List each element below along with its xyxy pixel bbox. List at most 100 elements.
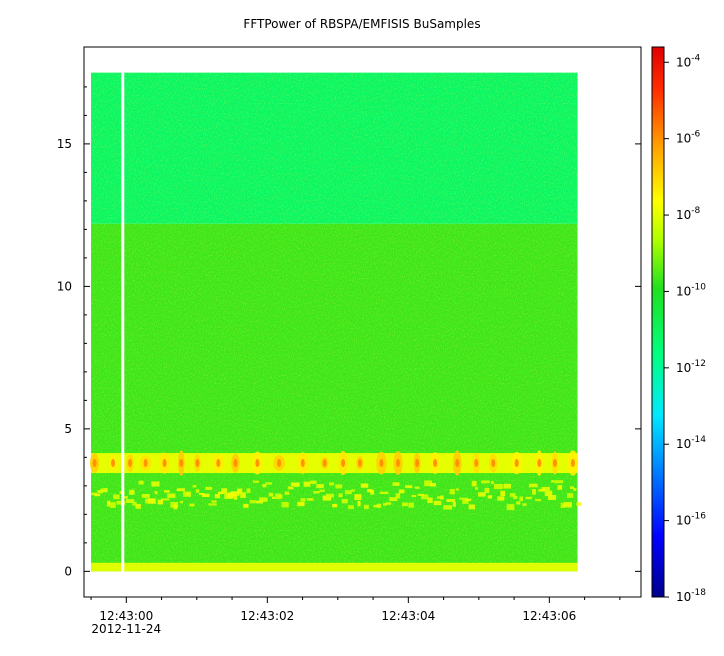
secondary-band-cell [452, 501, 456, 507]
secondary-band-cell [459, 497, 469, 500]
secondary-band-cell [309, 480, 317, 484]
secondary-band-cell [233, 493, 238, 500]
secondary-band-cell [570, 486, 575, 489]
secondary-band-cell [382, 503, 387, 506]
secondary-band-cell [551, 480, 555, 483]
secondary-band-cell [497, 496, 505, 501]
secondary-band-cell [306, 498, 314, 501]
secondary-band-cell [506, 504, 515, 511]
secondary-band-cell [148, 498, 156, 504]
secondary-band-cell [443, 505, 453, 510]
secondary-band-cell [446, 499, 456, 503]
secondary-band-cell [471, 480, 477, 487]
emission-burst-core [195, 459, 200, 468]
secondary-band-cell [360, 483, 369, 488]
secondary-band-cell [211, 500, 217, 503]
colorbar-tick-label: 10-16 [676, 512, 706, 528]
secondary-band-cell [230, 491, 240, 496]
emission-burst-core [379, 459, 384, 468]
secondary-band-cell [160, 498, 170, 501]
x-tick-label: 12:43:02 [240, 609, 294, 623]
secondary-band-cell [528, 483, 538, 488]
secondary-band-cell [129, 489, 135, 495]
y-tick-label: 10 [57, 279, 72, 293]
plot-frame [83, 46, 642, 598]
secondary-band-cell [125, 499, 135, 503]
secondary-band-cell [357, 500, 361, 507]
secondary-band-cell [465, 498, 472, 502]
secondary-band-cell [490, 480, 494, 485]
emission-burst-core [552, 459, 557, 468]
secondary-band-cell [424, 480, 432, 487]
secondary-band-cell [554, 480, 564, 484]
x-tick-label: 12:43:00 [99, 609, 153, 623]
secondary-band-cell [186, 492, 190, 496]
secondary-band-cell [411, 495, 417, 498]
secondary-band-cell [462, 499, 469, 504]
emission-burst-core [322, 459, 327, 468]
emission-burst-core [415, 459, 420, 468]
secondary-band-cell [430, 482, 437, 487]
emission-burst-core [537, 459, 542, 468]
secondary-band-cell [262, 483, 267, 488]
emission-burst-core [277, 459, 282, 468]
secondary-band-cell [468, 504, 475, 510]
plot-axes: 0 5 10 15 12:43:00 12:43:02 12:43:04 12:43:06 20… [57, 46, 642, 636]
secondary-band-cell [493, 483, 503, 490]
emission-burst-core [216, 459, 221, 468]
colorbar-tick-label: 10-18 [676, 588, 706, 604]
secondary-band-cell [322, 495, 332, 501]
colorbar-tick-label: 10-8 [676, 206, 701, 222]
y-tick-label: 5 [64, 422, 72, 436]
secondary-band-cell [344, 490, 352, 495]
secondary-band-cell [122, 496, 128, 499]
secondary-band-cell [427, 497, 433, 504]
secondary-band-cell [303, 481, 311, 487]
secondary-band-cell [525, 496, 532, 500]
secondary-band-cell [478, 492, 486, 497]
secondary-band-cell [300, 498, 306, 502]
secondary-band-cell [164, 490, 170, 493]
secondary-band-cell [405, 485, 413, 489]
x-tick-label: 12:43:04 [381, 609, 435, 623]
secondary-band-cell [103, 487, 108, 493]
chart-title: FFTPower of RBSPA/EMFISIS BuSamples [243, 17, 481, 31]
emission-burst-core [357, 459, 362, 468]
secondary-band-cell [363, 504, 369, 510]
secondary-band-cell [151, 481, 160, 487]
secondary-band-cell [395, 493, 401, 499]
emission-burst-core [570, 459, 575, 468]
emission-burst-core [433, 459, 438, 468]
secondary-band-cell [154, 491, 158, 495]
secondary-band-cell [449, 488, 455, 495]
emission-burst-core [255, 459, 260, 468]
secondary-band-cell [535, 498, 542, 502]
secondary-band-cell [290, 482, 300, 487]
secondary-band-cell [319, 489, 325, 492]
secondary-band-cell [256, 500, 263, 504]
secondary-band-cell [106, 500, 111, 507]
secondary-band-cell [433, 500, 442, 506]
secondary-band-cell [367, 489, 373, 493]
secondary-band-cell [487, 495, 493, 499]
secondary-band-cell [316, 484, 324, 489]
secondary-band-cell [275, 493, 282, 500]
secondary-band-cell [573, 488, 577, 491]
secondary-band-cell [509, 493, 516, 497]
colorbar-gradient [651, 46, 665, 598]
secondary-band-cell [566, 493, 574, 498]
secondary-band-cell [176, 488, 185, 492]
secondary-band-cell [240, 492, 246, 498]
colorbar: 10-4 10-6 10-8 10-10 10-12 10-14 10-16 10-18 [651, 46, 706, 604]
secondary-band-cell [351, 489, 355, 492]
secondary-band-cell [297, 501, 305, 507]
secondary-band-cell [484, 487, 490, 494]
secondary-band-cell [208, 503, 217, 506]
secondary-band-cell [97, 490, 103, 494]
secondary-band-cell [157, 499, 164, 505]
secondary-band-cell [541, 486, 550, 491]
secondary-band-cell [389, 497, 398, 502]
secondary-band-cell [189, 503, 195, 507]
spectrogram-heatmap [90, 72, 582, 573]
